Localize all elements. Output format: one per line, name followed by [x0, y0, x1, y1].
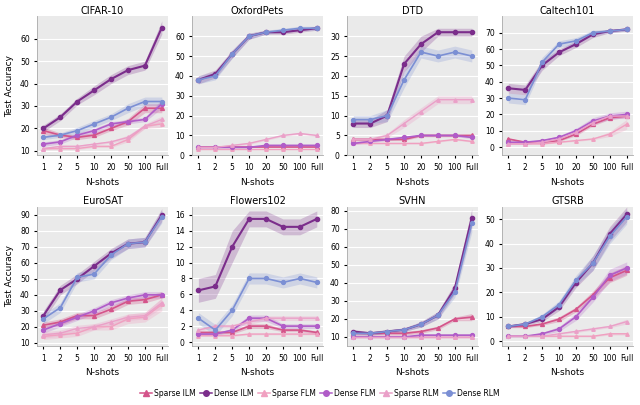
- Y-axis label: Test Accuracy: Test Accuracy: [6, 55, 15, 117]
- Title: Caltech101: Caltech101: [540, 6, 595, 15]
- Title: EuroSAT: EuroSAT: [83, 196, 123, 206]
- X-axis label: N-shots: N-shots: [241, 177, 275, 186]
- Title: OxfordPets: OxfordPets: [231, 6, 284, 15]
- Title: SVHN: SVHN: [399, 196, 426, 206]
- Title: CIFAR-10: CIFAR-10: [81, 6, 124, 15]
- Legend: Sparse ILM, Dense ILM, Sparse FLM, Dense FLM, Sparse RLM, Dense RLM: Sparse ILM, Dense ILM, Sparse FLM, Dense…: [137, 386, 503, 401]
- Title: DTD: DTD: [402, 6, 423, 15]
- X-axis label: N-shots: N-shots: [241, 368, 275, 377]
- Title: GTSRB: GTSRB: [551, 196, 584, 206]
- X-axis label: N-shots: N-shots: [550, 368, 584, 377]
- Y-axis label: Test Accuracy: Test Accuracy: [6, 245, 15, 307]
- Title: Flowers102: Flowers102: [230, 196, 285, 206]
- X-axis label: N-shots: N-shots: [396, 368, 429, 377]
- X-axis label: N-shots: N-shots: [86, 368, 120, 377]
- X-axis label: N-shots: N-shots: [396, 177, 429, 186]
- X-axis label: N-shots: N-shots: [86, 177, 120, 186]
- X-axis label: N-shots: N-shots: [550, 177, 584, 186]
